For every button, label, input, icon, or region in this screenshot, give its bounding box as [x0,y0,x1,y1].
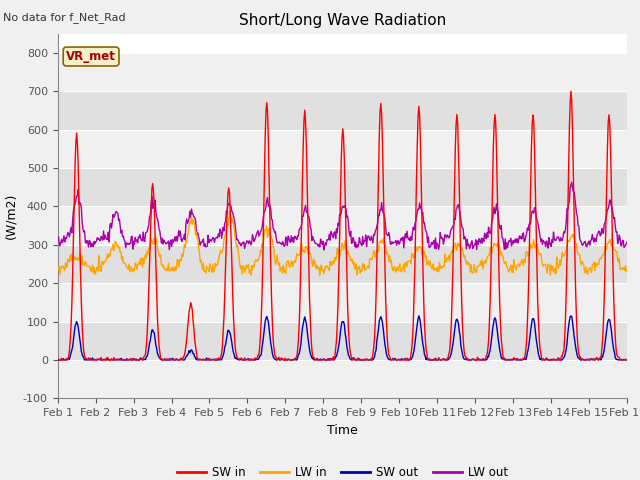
Y-axis label: (W/m2): (W/m2) [4,193,17,239]
Legend: SW in, LW in, SW out, LW out: SW in, LW in, SW out, LW out [172,461,513,480]
Bar [58,168,627,206]
Bar [58,91,627,130]
Bar [58,322,627,360]
X-axis label: Time: Time [327,424,358,437]
Bar [58,245,627,283]
Bar [58,53,627,91]
Bar [58,130,627,168]
Bar [58,206,627,245]
Title: Short/Long Wave Radiation: Short/Long Wave Radiation [239,13,446,28]
Bar [58,360,627,398]
Text: No data for f_Net_Rad: No data for f_Net_Rad [3,12,126,23]
Bar [58,283,627,322]
Text: VR_met: VR_met [66,50,116,63]
